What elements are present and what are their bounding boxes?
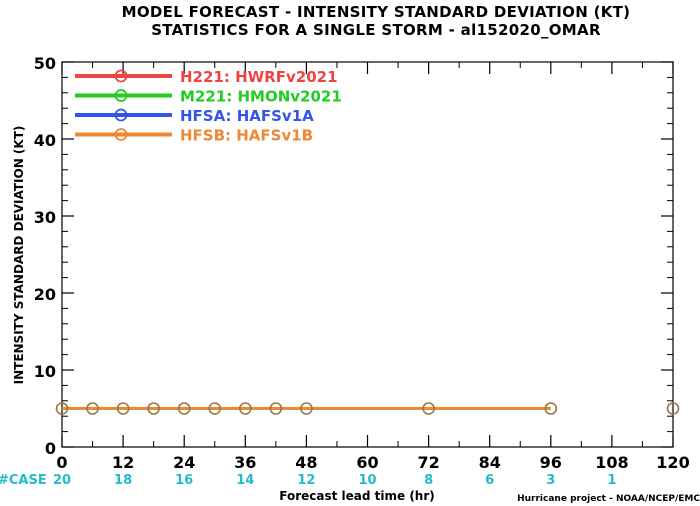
data-point xyxy=(55,402,69,415)
case-count: 8 xyxy=(424,473,433,488)
legend-entry: HFSA: HAFSv1A xyxy=(180,107,314,125)
case-count: 16 xyxy=(175,473,193,488)
data-point xyxy=(147,402,160,415)
x-axis-label: Forecast lead time (hr) xyxy=(279,489,435,503)
case-count: 3 xyxy=(546,473,555,488)
case-count: 20 xyxy=(53,473,71,488)
legend-entry: HFSB: HAFSv1B xyxy=(180,127,313,145)
x-tick-label: 84 xyxy=(479,453,501,472)
series-group xyxy=(55,402,680,415)
y-tick-label: 30 xyxy=(34,208,56,227)
legend-marker xyxy=(114,89,128,102)
x-tick-label: 96 xyxy=(540,453,562,472)
x-tick-label: 12 xyxy=(112,453,134,472)
case-count: 12 xyxy=(297,473,315,488)
plot-frame xyxy=(61,61,674,448)
credit-text: Hurricane project - NOAA/NCEP/EMC xyxy=(517,494,700,504)
x-tick-label: 48 xyxy=(295,453,317,472)
case-count: 14 xyxy=(236,473,254,488)
case-count: 18 xyxy=(114,473,132,488)
data-point xyxy=(86,402,99,415)
data-point xyxy=(269,402,283,415)
y-tick-label: 0 xyxy=(45,439,56,458)
case-count: 10 xyxy=(358,473,376,488)
chart-subtitle: STATISTICS FOR A SINGLE STORM - al152020… xyxy=(151,21,601,39)
legend-marker xyxy=(114,128,128,141)
axes-group: 0 12 24 36 48 60 72 84 96 108 120 0 10 20 30 40 50 xyxy=(34,54,690,472)
data-point xyxy=(177,402,191,415)
case-count: 1 xyxy=(607,473,616,488)
data-point xyxy=(422,402,435,415)
legend-entry: H221: HWRFv2021 xyxy=(180,68,338,86)
y-axis-label: INTENSITY STANDARD DEVIATION (KT) xyxy=(12,126,26,385)
data-point xyxy=(239,402,252,415)
y-tick-label: 10 xyxy=(34,362,56,381)
case-row-label: #CASE xyxy=(0,473,47,488)
data-point xyxy=(300,402,313,415)
data-point xyxy=(544,402,558,415)
x-tick-label: 36 xyxy=(234,453,256,472)
y-tick-label: 40 xyxy=(34,131,56,150)
x-tick-label: 0 xyxy=(56,453,67,472)
case-counts: 20 18 16 14 12 10 8 6 3 1 xyxy=(53,473,616,488)
case-count: 6 xyxy=(485,473,494,488)
y-tick-label: 50 xyxy=(34,54,56,73)
y-tick-label: 20 xyxy=(34,285,56,304)
x-tick-label: 72 xyxy=(417,453,439,472)
x-tick-label: 60 xyxy=(356,453,378,472)
chart-title: MODEL FORECAST - INTENSITY STANDARD DEVI… xyxy=(122,3,631,21)
data-point xyxy=(666,402,680,415)
legend-marker xyxy=(114,69,128,83)
x-tick-label: 24 xyxy=(173,453,195,472)
data-point xyxy=(208,402,222,415)
x-tick-label: 120 xyxy=(656,453,689,472)
data-point xyxy=(116,402,130,415)
x-tick-label: 108 xyxy=(595,453,628,472)
legend-marker xyxy=(114,108,128,122)
legend-entry: M221: HMONv2021 xyxy=(180,88,342,106)
